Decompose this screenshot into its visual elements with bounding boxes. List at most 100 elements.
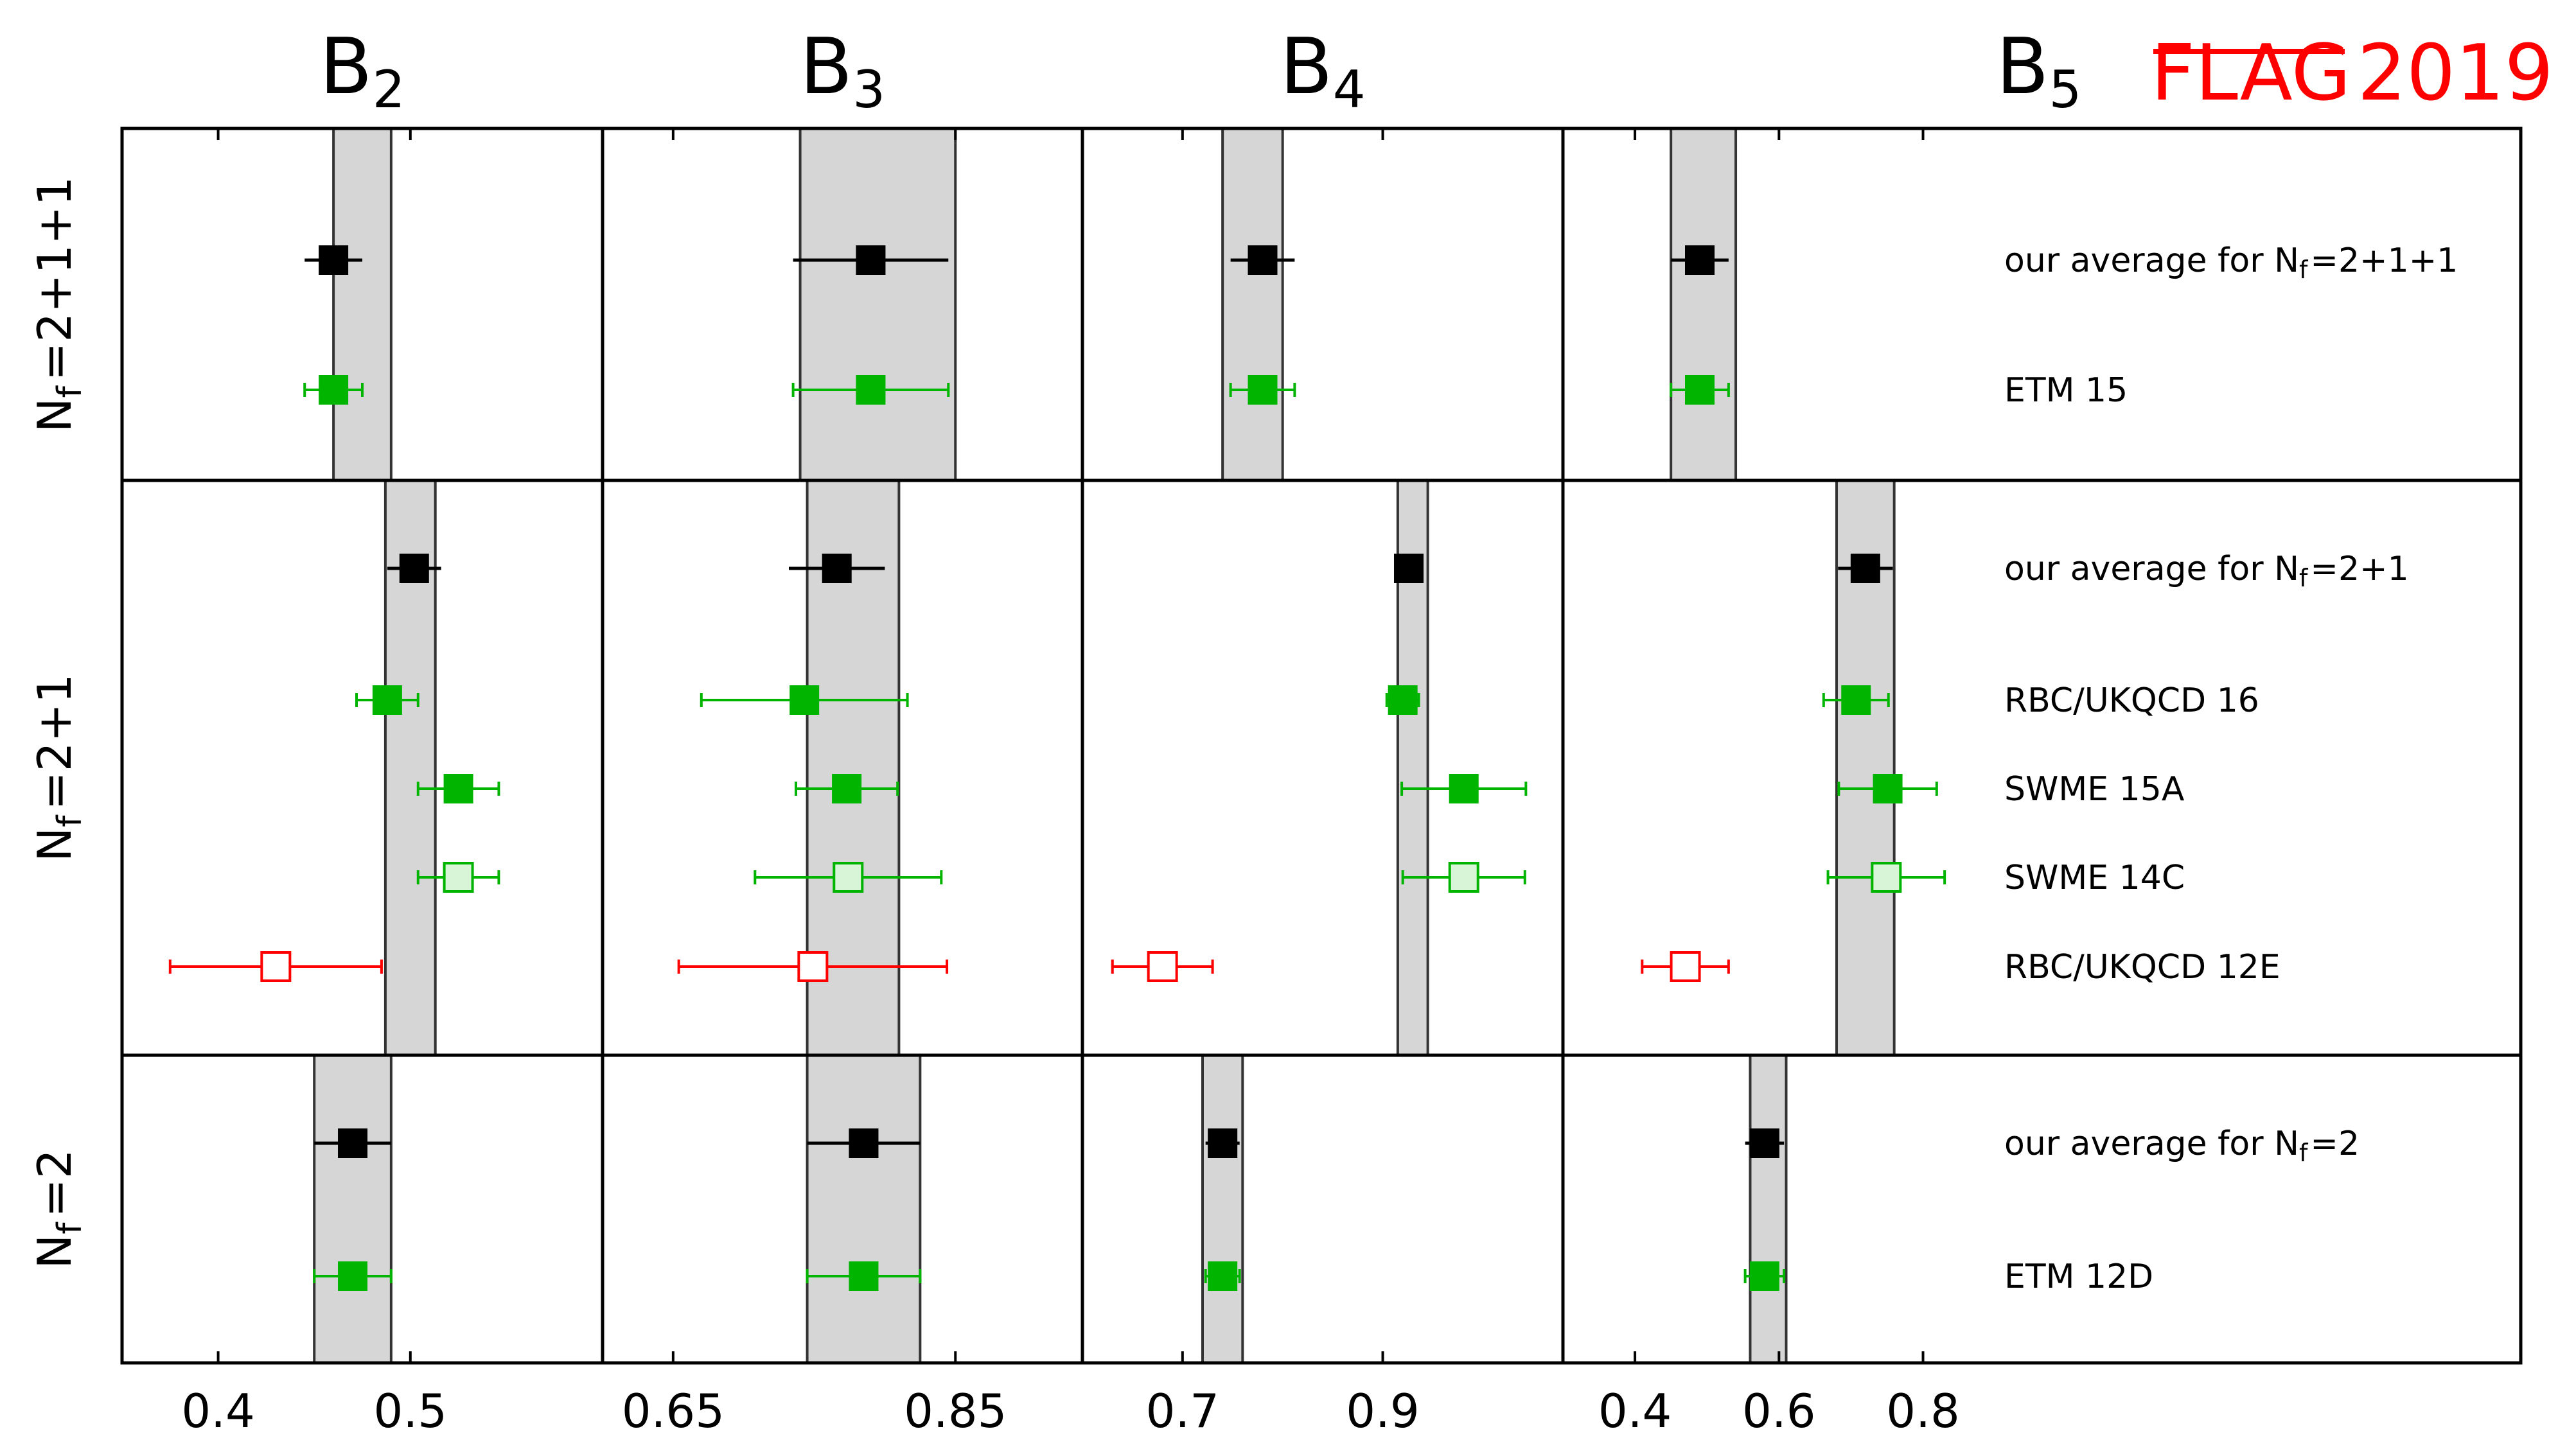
flag-logo-year: 2019 <box>2358 29 2554 118</box>
marker-etm-12d-b2 <box>338 1261 368 1291</box>
column-title-main: B <box>1996 22 2049 112</box>
entry-label-rbc-ukqcd-12e: RBC/UKQCD 12E <box>2004 948 2280 987</box>
average-band-b5-group-2 <box>1835 479 1896 1057</box>
entry-label-main: ETM 12D <box>2004 1258 2153 1296</box>
panel-frames-layer <box>120 127 2523 1365</box>
marker-our-average-for-n-b5 <box>1850 554 1880 583</box>
x-tick-label-b5: 0.4 <box>1598 1384 1672 1438</box>
column-title-subscript: 4 <box>1333 60 1366 119</box>
entry-label-main: SWME 15A <box>2004 770 2185 809</box>
marker-etm-12d-b5 <box>1749 1261 1779 1291</box>
entry-label-subscript: f <box>2299 256 2309 284</box>
entry-label-rest: =2 <box>2310 1125 2360 1163</box>
column-title-subscript: 2 <box>373 60 405 119</box>
marker-swme-15a-b5 <box>1873 774 1903 803</box>
marker-rbc-ukqcd-12e-b2 <box>260 951 292 982</box>
entry-label-subscript: f <box>2299 1139 2309 1167</box>
marker-etm-15-b5 <box>1685 375 1715 405</box>
flag-logo: FLAG2019 <box>2151 29 2554 118</box>
marker-rbc-ukqcd-16-b2 <box>372 685 402 715</box>
column-title-main: B <box>800 22 852 112</box>
row-label-group-1: Nf =2+1+1 <box>28 177 89 433</box>
flag-logo-text: FLAG2019 <box>2151 29 2554 118</box>
entry-label-main: our average for N <box>2004 241 2299 280</box>
marker-rbc-ukqcd-12e-b4 <box>1147 951 1178 982</box>
entry-label-main: ETM 15 <box>2004 371 2128 410</box>
average-band-b2-group-1 <box>332 127 393 482</box>
marker-rbc-ukqcd-16-b4 <box>1388 685 1418 715</box>
column-title-subscript: 3 <box>852 60 885 119</box>
entry-label-main: SWME 14C <box>2004 859 2185 897</box>
marker-etm-15-b4 <box>1248 375 1278 405</box>
average-band-b5-group-3 <box>1749 1054 1788 1364</box>
entry-label-subscript: f <box>2299 564 2309 592</box>
average-band-b2-group-3 <box>313 1054 393 1364</box>
marker-our-average-for-n-b3 <box>822 554 852 583</box>
average-band-b4-group-1 <box>1221 127 1284 482</box>
marker-our-average-for-n-b3 <box>849 1128 879 1158</box>
marker-our-average-for-n-b3 <box>856 245 886 275</box>
entry-label-swme-14c: SWME 14C <box>2004 859 2185 897</box>
entry-label-our-average-for-n: our average for Nf=2 <box>2004 1125 2360 1167</box>
average-band-b3-group-1 <box>798 127 957 482</box>
plot-frame <box>120 127 2523 1365</box>
average-band-b4-group-3 <box>1201 1054 1244 1364</box>
entry-label-rbc-ukqcd-16: RBC/UKQCD 16 <box>2004 681 2259 720</box>
entry-label-our-average-for-n: our average for Nf=2+1 <box>2004 550 2409 592</box>
x-tick-label-b5: 0.6 <box>1742 1384 1816 1438</box>
row-label-main: N <box>28 1234 82 1269</box>
x-tick-label-b4: 0.9 <box>1346 1384 1420 1438</box>
entry-label-our-average-for-n: our average for Nf=2+1+1 <box>2004 241 2458 284</box>
column-title-subscript: 5 <box>2049 60 2082 119</box>
column-title-b3: B3 <box>800 22 885 119</box>
marker-swme-14c-b3 <box>833 862 864 893</box>
average-bands-layer <box>313 127 1896 1364</box>
marker-swme-14c-b5 <box>1871 862 1902 893</box>
marker-our-average-for-n-b2 <box>319 245 349 275</box>
marker-swme-15a-b2 <box>443 774 473 803</box>
marker-rbc-ukqcd-16-b3 <box>789 685 820 715</box>
entry-label-swme-15a: SWME 15A <box>2004 770 2185 809</box>
marker-our-average-for-n-b4 <box>1208 1128 1238 1158</box>
marker-our-average-for-n-b5 <box>1685 245 1715 275</box>
x-tick-label-b3: 0.85 <box>904 1384 1007 1438</box>
marker-rbc-ukqcd-12e-b3 <box>797 951 829 982</box>
x-tick-label-b3: 0.65 <box>622 1384 725 1438</box>
column-title-b2: B2 <box>319 22 405 119</box>
row-label-rest: =2 <box>28 1149 82 1217</box>
marker-our-average-for-n-b4 <box>1248 245 1278 275</box>
entry-label-etm-15: ETM 15 <box>2004 371 2128 410</box>
row-label-main: N <box>28 398 82 432</box>
entry-label-rest: =2+1+1 <box>2310 241 2458 280</box>
average-band-b3-group-3 <box>806 1054 922 1364</box>
entry-label-rest: =2+1 <box>2310 550 2408 588</box>
marker-swme-15a-b3 <box>832 774 862 803</box>
marker-swme-14c-b4 <box>1448 862 1479 893</box>
entry-label-main: our average for N <box>2004 550 2299 588</box>
row-label-main: N <box>28 827 82 862</box>
marker-rbc-ukqcd-12e-b5 <box>1670 951 1701 982</box>
marker-our-average-for-n-b5 <box>1749 1128 1779 1158</box>
entry-label-main: our average for N <box>2004 1125 2299 1163</box>
marker-our-average-for-n-b2 <box>338 1128 368 1158</box>
row-label-rest: =2+1+1 <box>28 177 82 381</box>
row-label-subscript: f <box>51 814 89 827</box>
flag-logo-word: FLAG <box>2151 29 2351 118</box>
marker-etm-15-b3 <box>856 375 886 405</box>
row-label-rest: =2+1 <box>28 674 82 810</box>
marker-our-average-for-n-b4 <box>1394 554 1424 583</box>
entry-label-main: RBC/UKQCD 12E <box>2004 948 2280 987</box>
x-tick-label-b4: 0.7 <box>1146 1384 1220 1438</box>
average-band-b5-group-1 <box>1670 127 1738 482</box>
marker-etm-15-b2 <box>319 375 349 405</box>
x-tick-label-b2: 0.4 <box>181 1384 255 1438</box>
entry-label-main: RBC/UKQCD 16 <box>2004 681 2259 720</box>
row-label-subscript: f <box>51 1222 89 1234</box>
column-title-main: B <box>1280 22 1332 112</box>
row-label-subscript: f <box>51 385 89 398</box>
entry-label-etm-12d: ETM 12D <box>2004 1258 2153 1296</box>
row-label-group-2: Nf =2+1 <box>28 674 89 861</box>
x-tick-label-b2: 0.5 <box>374 1384 448 1438</box>
